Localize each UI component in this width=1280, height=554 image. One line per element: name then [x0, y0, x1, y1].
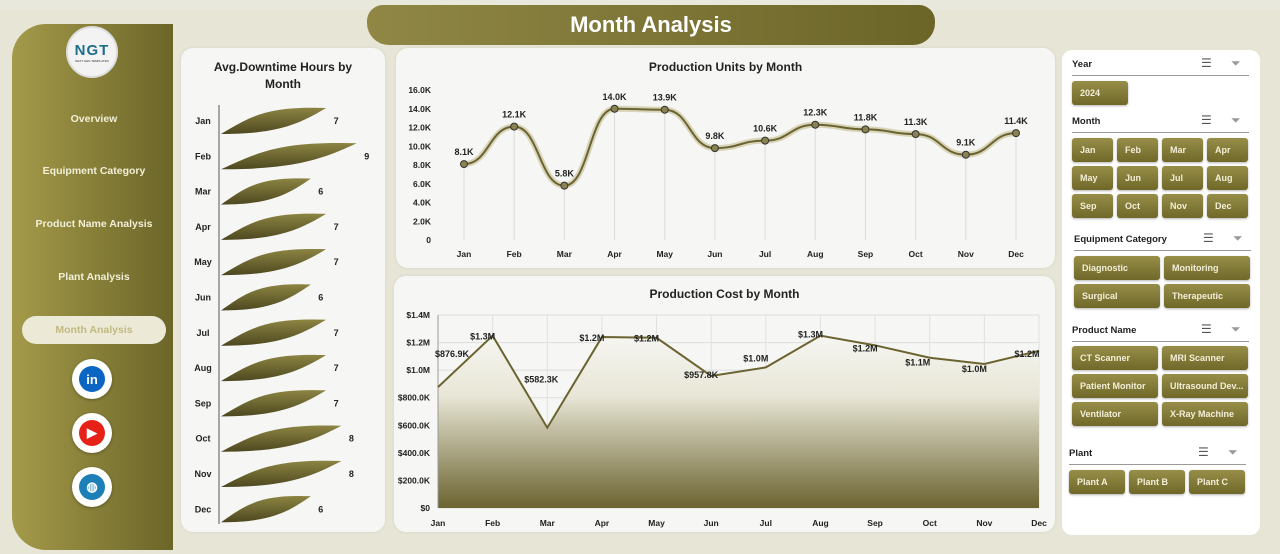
- product-option[interactable]: MRI Scanner: [1162, 346, 1248, 370]
- year-slicer-title: Year: [1072, 59, 1093, 70]
- product-option[interactable]: Patient Monitor: [1072, 374, 1158, 398]
- equipment-slicer-title: Equipment Category: [1074, 234, 1167, 245]
- month-option[interactable]: Nov: [1162, 194, 1203, 218]
- nav-overview[interactable]: Overview: [70, 113, 118, 125]
- globe-button[interactable]: ◍: [72, 467, 112, 507]
- linkedin-icon: in: [79, 366, 105, 392]
- nav-equipment-category[interactable]: Equipment Category: [42, 165, 146, 177]
- cost-chart-card: Production Cost by Month: [394, 276, 1055, 532]
- multi-select-icon[interactable]: ☰: [1203, 231, 1214, 245]
- product-slicer-title: Product Name: [1072, 325, 1137, 336]
- clear-filter-icon[interactable]: ⏷: [1233, 231, 1243, 245]
- multi-select-icon[interactable]: ☰: [1201, 113, 1212, 127]
- month-option[interactable]: Dec: [1207, 194, 1248, 218]
- plant-option[interactable]: Plant B: [1129, 470, 1185, 494]
- multi-select-icon[interactable]: ☰: [1201, 322, 1212, 336]
- clear-filter-icon[interactable]: ⏷: [1231, 322, 1241, 336]
- month-option[interactable]: Jul: [1162, 166, 1203, 190]
- linkedin-button[interactable]: in: [72, 359, 112, 399]
- downtime-chart-card: Avg.Downtime Hours by Month: [181, 48, 385, 532]
- plant-option[interactable]: Plant C: [1189, 470, 1245, 494]
- units-chart-card: Production Units by Month: [396, 48, 1055, 268]
- month-option[interactable]: May: [1072, 166, 1113, 190]
- nav-plant-analysis[interactable]: Plant Analysis: [58, 271, 130, 283]
- equipment-option[interactable]: Therapeutic: [1164, 284, 1250, 308]
- plant-slicer-title: Plant: [1069, 448, 1093, 459]
- month-slicer-title: Month: [1072, 116, 1101, 127]
- month-option[interactable]: Aug: [1207, 166, 1248, 190]
- page-title: Month Analysis: [367, 5, 935, 45]
- month-option[interactable]: Feb: [1117, 138, 1158, 162]
- divider: [1072, 132, 1249, 133]
- youtube-button[interactable]: ▶: [72, 413, 112, 453]
- multi-select-icon[interactable]: ☰: [1198, 445, 1209, 459]
- multi-select-icon[interactable]: ☰: [1201, 56, 1212, 70]
- clear-filter-icon[interactable]: ⏷: [1231, 56, 1241, 70]
- cost-chart-title: Production Cost by Month: [649, 287, 800, 301]
- month-option[interactable]: Sep: [1072, 194, 1113, 218]
- equipment-option[interactable]: Diagnostic: [1074, 256, 1160, 280]
- nav-month-analysis[interactable]: Month Analysis: [22, 316, 166, 344]
- month-option[interactable]: Jun: [1117, 166, 1158, 190]
- month-option[interactable]: Mar: [1162, 138, 1203, 162]
- clear-filter-icon[interactable]: ⏷: [1231, 113, 1241, 127]
- product-option[interactable]: Ultrasound Dev...: [1162, 374, 1248, 398]
- divider: [1074, 250, 1251, 251]
- youtube-icon: ▶: [79, 420, 105, 446]
- sidebar: [12, 24, 173, 550]
- divider: [1072, 75, 1249, 76]
- globe-icon: ◍: [79, 474, 105, 500]
- month-option[interactable]: Jan: [1072, 138, 1113, 162]
- divider: [1069, 464, 1246, 465]
- month-option[interactable]: Apr: [1207, 138, 1248, 162]
- product-option[interactable]: Ventilator: [1072, 402, 1158, 426]
- product-option[interactable]: CT Scanner: [1072, 346, 1158, 370]
- units-chart-title: Production Units by Month: [648, 60, 803, 74]
- month-option[interactable]: Oct: [1117, 194, 1158, 218]
- divider: [1072, 341, 1249, 342]
- nav-product-name-analysis[interactable]: Product Name Analysis: [35, 218, 153, 230]
- clear-filter-icon[interactable]: ⏷: [1228, 445, 1238, 459]
- equipment-option[interactable]: Monitoring: [1164, 256, 1250, 280]
- logo: NGT NEXT GEN TEMPLATES: [66, 26, 118, 78]
- equipment-option[interactable]: Surgical: [1074, 284, 1160, 308]
- product-option[interactable]: X-Ray Machine: [1162, 402, 1248, 426]
- plant-option[interactable]: Plant A: [1069, 470, 1125, 494]
- year-option[interactable]: 2024: [1072, 81, 1128, 105]
- downtime-chart-title: Avg.Downtime Hours by Month: [213, 60, 353, 91]
